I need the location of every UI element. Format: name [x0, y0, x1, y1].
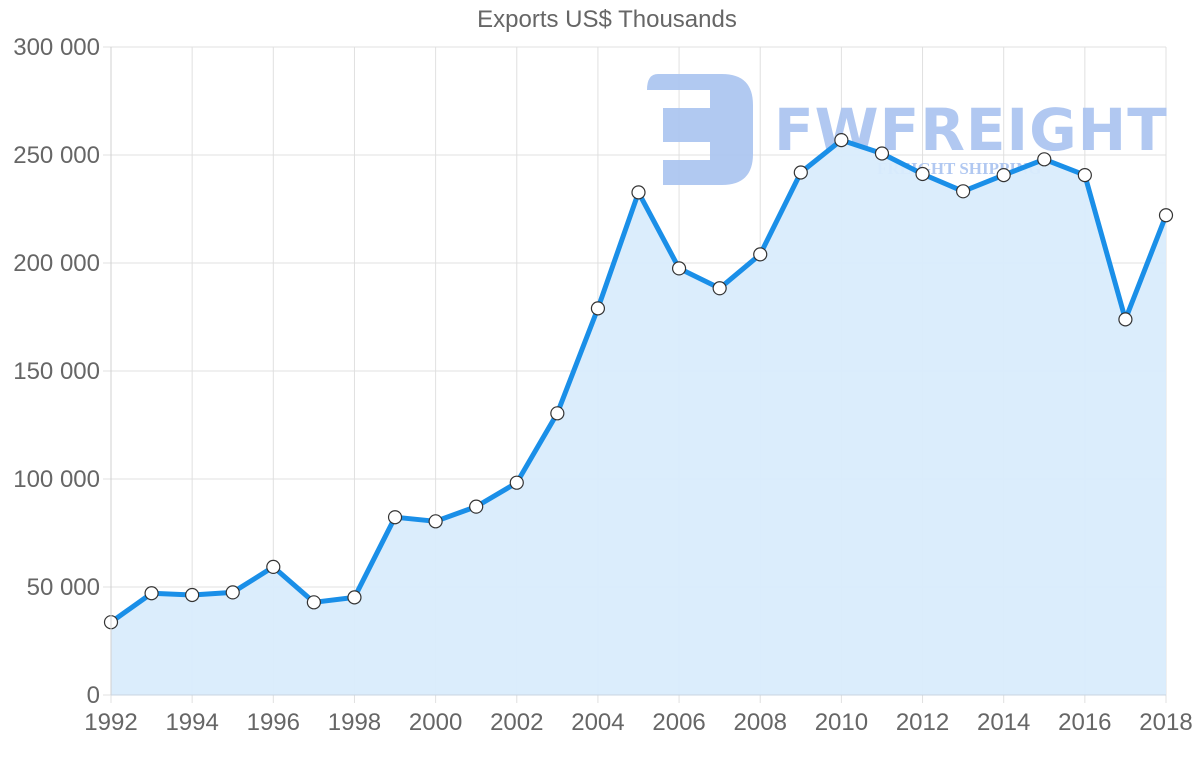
data-point[interactable]: 2006: 197500	[671, 261, 687, 276]
data-point[interactable]: 2014: 240700	[996, 167, 1011, 183]
x-tick-label: 1992	[84, 709, 137, 736]
y-tick-label: 250 000	[13, 142, 100, 169]
x-tick-label: 2002	[490, 709, 543, 736]
data-point[interactable]: 2007: 188300	[712, 281, 727, 296]
y-tick-label: 300 000	[13, 34, 100, 61]
data-point[interactable]: 1993: 47100	[144, 586, 159, 601]
data-point[interactable]: 1996: 59300	[266, 559, 281, 575]
data-point[interactable]: 1994: 46300	[185, 587, 200, 603]
x-tick-label: 2010	[815, 709, 868, 736]
data-point[interactable]: 2012: 241200	[915, 166, 930, 182]
x-tick-label: 2012	[896, 709, 949, 736]
x-axis: 1992 1994 1996 1998 2000 2002 2004 2006 2008 2010…	[84, 694, 1193, 736]
x-tick-label: 1994	[165, 709, 218, 736]
x-tick-label: 2006	[652, 709, 705, 736]
y-tick-label: 150 000	[13, 358, 100, 385]
data-point[interactable]: 1998: 45200	[347, 590, 362, 605]
data-point[interactable]: 2015: 248000	[1037, 152, 1052, 167]
chart-title: Exports US$ Thousands	[477, 6, 737, 33]
data-point[interactable]: 2000: 80400	[428, 514, 443, 529]
area-fill	[111, 140, 1166, 696]
x-tick-label: 2018	[1139, 709, 1192, 736]
x-tick-label: 2004	[571, 709, 624, 736]
y-tick-label: 0	[87, 682, 100, 709]
y-tick-label: 200 000	[13, 250, 100, 277]
data-point[interactable]: 2005: 232700	[631, 185, 646, 200]
data-point[interactable]: 2016: 240700	[1077, 167, 1092, 183]
data-point[interactable]: 2010: 256900	[834, 132, 849, 148]
y-tick-label: 100 000	[13, 466, 100, 493]
data-point[interactable]: 2013: 233200	[956, 184, 971, 199]
data-point[interactable]: 1995: 47500	[225, 585, 240, 600]
data-markers: 1992: 337001993: 471001994: 463001995: 4…	[103, 132, 1174, 630]
x-tick-label: 2016	[1058, 709, 1111, 736]
x-tick-label: 1996	[247, 709, 300, 736]
data-point[interactable]: 2004: 179000	[590, 301, 606, 316]
data-point[interactable]: 2018: 222100	[1158, 208, 1174, 223]
data-point[interactable]: 2017: 173900	[1118, 312, 1133, 327]
x-tick-label: 1998	[328, 709, 381, 736]
data-point[interactable]: 2003: 130400	[550, 406, 565, 421]
data-point[interactable]: 2009: 241900	[793, 165, 808, 180]
x-tick-label: 2008	[734, 709, 787, 736]
x-tick-label: 2000	[409, 709, 462, 736]
data-point[interactable]: 2002: 98300	[509, 475, 524, 490]
x-tick-label: 2014	[977, 709, 1030, 736]
watermark-logo: FWFREIGHT FREIGHT SHIPPING	[647, 74, 1167, 185]
y-tick-label: 50 000	[27, 574, 100, 601]
data-point[interactable]: 2008: 204000	[753, 247, 768, 262]
data-point[interactable]: 2011: 250700	[874, 146, 890, 161]
data-point[interactable]: 2001: 87200	[469, 499, 484, 514]
fwfreight-logo-icon	[647, 74, 753, 185]
data-point[interactable]: 1999: 82300	[387, 510, 403, 525]
data-point[interactable]: 1997: 42900	[306, 595, 321, 610]
y-axis: 0 50 000 100 000 150 000 200 000 250 000 300 0…	[13, 34, 112, 709]
